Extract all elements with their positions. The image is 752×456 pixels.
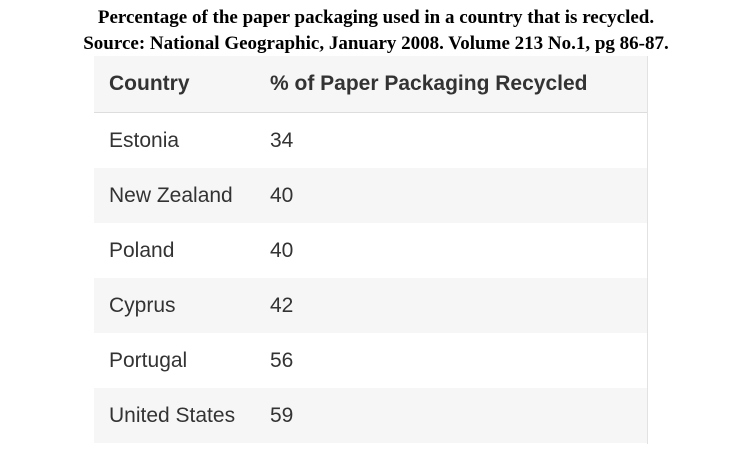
table-header-row: Country % of Paper Packaging Recycled — [94, 56, 647, 113]
percent-cell: 59 — [270, 403, 294, 427]
recycling-table: Country % of Paper Packaging Recycled Es… — [94, 56, 648, 444]
header-country: Country — [109, 72, 190, 95]
table-row: Poland 40 — [94, 223, 647, 278]
country-cell: New Zealand — [109, 183, 233, 207]
table-row: Estonia 34 — [94, 113, 647, 168]
table-row: United States 59 — [94, 388, 647, 443]
percent-cell: 40 — [270, 238, 294, 262]
country-cell: United States — [109, 403, 236, 427]
table-row: Portugal 56 — [94, 333, 647, 388]
header-percent-recycled: % of Paper Packaging Recycled — [270, 72, 588, 95]
caption-title: Percentage of the paper packaging used i… — [97, 7, 655, 28]
country-cell: Portugal — [109, 348, 188, 372]
country-cell: Estonia — [109, 128, 180, 152]
country-cell: Cyprus — [109, 293, 176, 317]
percent-cell: 56 — [270, 348, 294, 372]
table-row: Cyprus 42 — [94, 278, 647, 333]
caption-source: Source: National Geographic, January 200… — [83, 33, 669, 54]
country-cell: Poland — [109, 238, 175, 262]
table-row: New Zealand 40 — [94, 168, 647, 223]
percent-cell: 40 — [270, 183, 294, 207]
caption: Percentage of the paper packaging used i… — [0, 5, 752, 57]
percent-cell: 34 — [270, 128, 294, 152]
percent-cell: 42 — [270, 293, 294, 317]
